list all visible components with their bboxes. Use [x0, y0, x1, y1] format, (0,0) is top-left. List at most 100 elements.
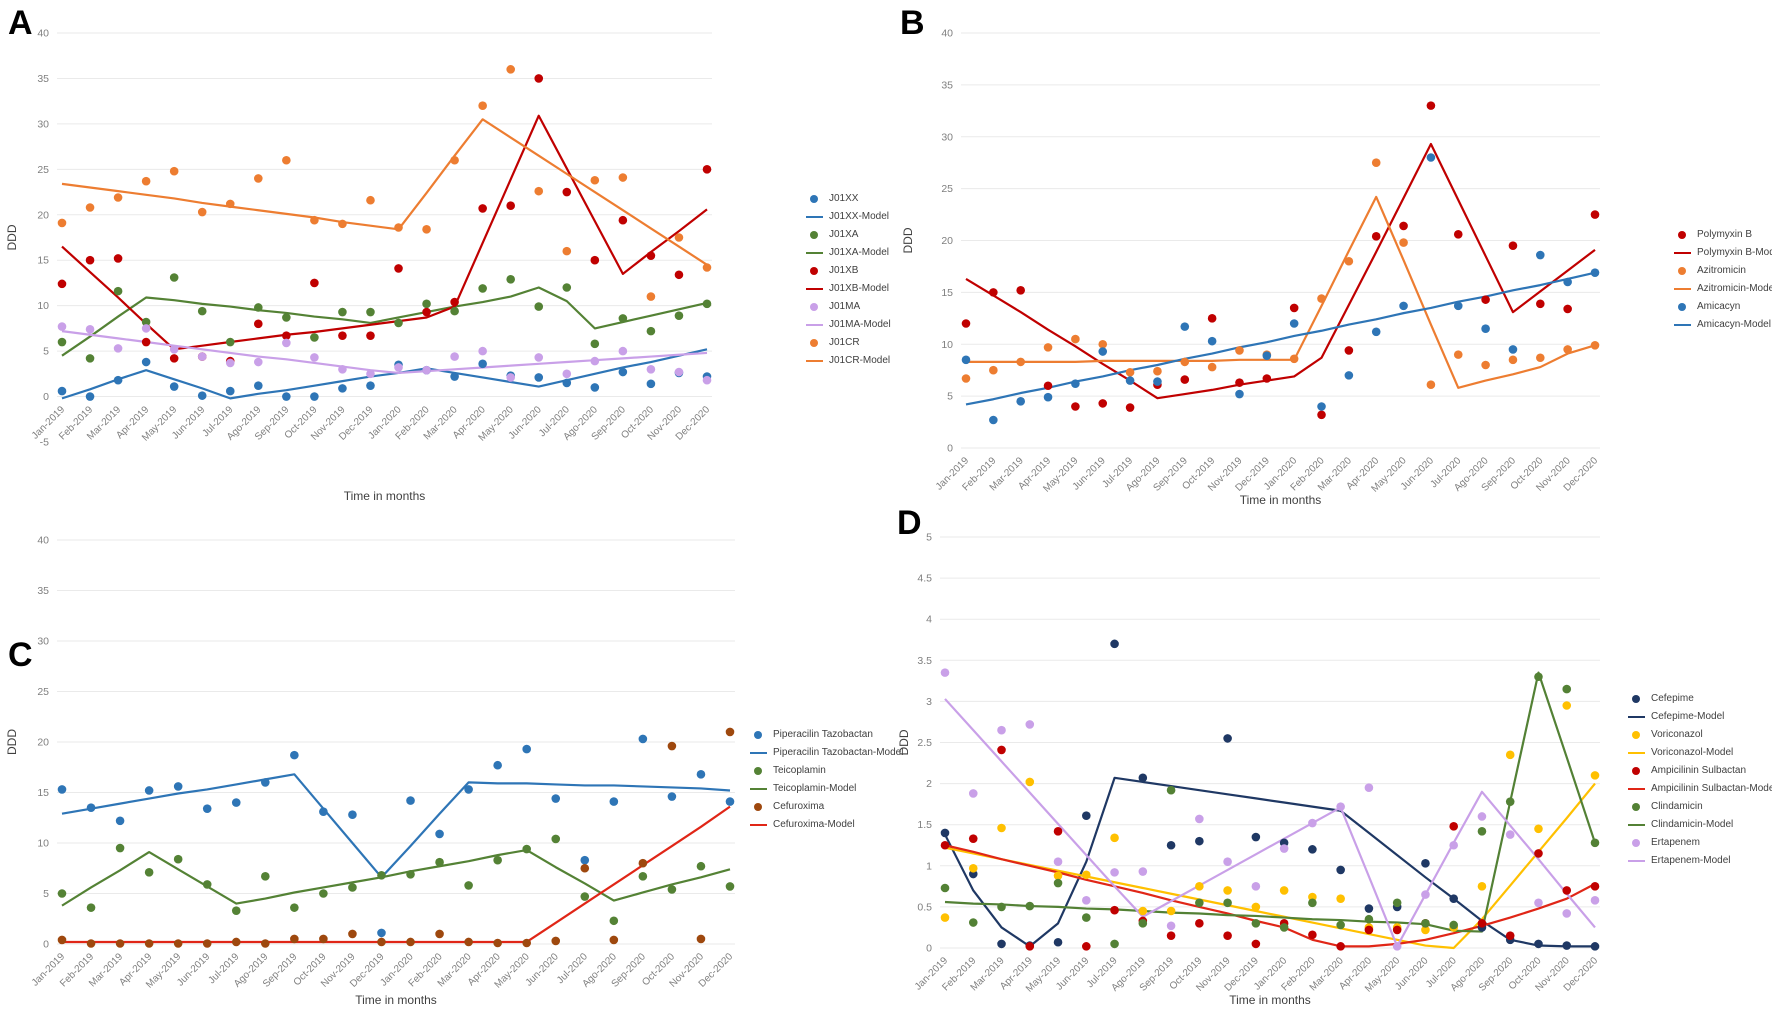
data-point	[1138, 867, 1148, 876]
data-point	[534, 186, 544, 196]
data-point	[197, 207, 207, 217]
data-point	[997, 902, 1006, 912]
data-point	[968, 918, 978, 927]
data-point	[366, 307, 375, 317]
data-point	[406, 870, 415, 879]
y-tick-label: 30	[37, 636, 49, 648]
series-points-J01XB	[57, 74, 712, 366]
data-point	[562, 378, 572, 388]
data-point	[1453, 350, 1463, 359]
data-point	[450, 372, 459, 381]
y-tick-label: -5	[40, 437, 49, 449]
data-point	[338, 331, 347, 340]
data-point	[1364, 783, 1374, 793]
data-point	[1180, 322, 1190, 331]
legend-line-marker-icon	[1628, 788, 1646, 790]
data-point	[1477, 826, 1487, 836]
data-point	[57, 785, 67, 794]
series-line-Piperacilin-Tazobactan-Model	[61, 773, 731, 879]
data-point	[86, 939, 96, 948]
y-tick-label: 20	[37, 737, 49, 749]
data-point	[1195, 814, 1204, 824]
data-point	[319, 889, 328, 898]
data-point	[1289, 303, 1299, 313]
data-point	[1053, 857, 1063, 866]
data-point	[702, 165, 712, 174]
legend-item-J01MA-Model: J01MA-Model	[806, 316, 891, 334]
series-line-J01MA-Model	[61, 330, 708, 375]
legend-item-Cefepime-Model: Cefepime-Model	[1628, 708, 1772, 726]
data-point	[366, 331, 375, 340]
data-point	[1308, 898, 1317, 908]
data-point	[169, 344, 179, 354]
data-point	[1180, 375, 1190, 384]
data-point	[1166, 931, 1176, 940]
data-point	[310, 333, 319, 342]
data-point	[1536, 299, 1545, 309]
data-point	[551, 936, 561, 946]
legend-item-Polymyxin-B: Polymyxin B	[1674, 226, 1772, 244]
data-point	[338, 364, 347, 374]
panel-C-legend: Piperacilin Tazobactan Piperacilin Tazoba…	[750, 726, 903, 834]
data-point	[225, 337, 235, 347]
data-point	[1180, 357, 1190, 367]
data-point	[377, 871, 386, 880]
data-point	[551, 834, 561, 844]
data-point	[394, 264, 403, 273]
data-point	[85, 324, 95, 334]
data-point	[1426, 101, 1436, 110]
data-point	[1207, 362, 1217, 372]
data-point	[377, 937, 386, 947]
data-point	[493, 938, 502, 948]
legend-item-Teicoplamin-Model: Teicoplamin-Model	[750, 780, 903, 798]
data-point	[141, 317, 151, 327]
data-point	[1371, 232, 1381, 241]
data-point	[1053, 937, 1063, 947]
gridlines	[961, 32, 1600, 449]
legend-item-Ampicilinin-Sulbactan: Ampicilinin Sulbactan	[1628, 762, 1772, 780]
y-tick-label: 30	[941, 131, 953, 143]
data-point	[1421, 890, 1430, 899]
data-point	[1110, 639, 1119, 649]
data-point	[1098, 399, 1108, 408]
data-point	[534, 373, 544, 382]
data-point	[1223, 898, 1232, 908]
series-line-Cefuroxima-Model	[62, 805, 731, 944]
series-line-Teicoplamin-Model	[61, 848, 731, 907]
data-point	[1016, 357, 1025, 367]
data-point	[197, 391, 207, 400]
y-tick-label: 30	[37, 118, 49, 130]
data-point	[989, 288, 998, 297]
y-axis-title: DDD	[5, 224, 19, 250]
data-point	[1590, 210, 1600, 219]
series-points-Voriconazol	[940, 701, 1600, 935]
legend-dot-marker-icon	[1628, 695, 1646, 703]
data-point	[197, 306, 207, 316]
legend-item-Clindamicin: Clindamicin	[1628, 798, 1772, 816]
data-point	[618, 215, 628, 225]
y-tick-label: 15	[941, 287, 953, 299]
y-axis-title: DDD	[5, 729, 19, 755]
y-tick-label: 35	[941, 79, 953, 91]
y-tick-label: 3	[926, 696, 932, 708]
legend-item-Teicoplamin: Teicoplamin	[750, 762, 903, 780]
data-point	[1289, 354, 1299, 364]
data-point	[1082, 896, 1091, 905]
data-point	[1364, 925, 1374, 935]
data-point	[1392, 942, 1402, 951]
data-point	[493, 760, 502, 770]
data-point	[290, 903, 299, 912]
data-point	[254, 319, 263, 329]
panel-B-plot: 0 5 10 15 20 25 30 35 40 Jan-2019Feb-2019Mar-2019…	[901, 28, 1600, 508]
data-point	[394, 363, 403, 372]
y-axis-title: DDD	[897, 729, 911, 755]
legend-item-Voriconazol: Voriconazol	[1628, 726, 1772, 744]
data-point	[464, 881, 473, 890]
data-point	[1235, 378, 1244, 387]
legend-label: J01XB-Model	[829, 283, 890, 294]
y-tick-label: 25	[941, 183, 953, 195]
legend-line-marker-icon	[1628, 860, 1646, 862]
data-point	[1590, 942, 1600, 951]
data-point	[1364, 914, 1374, 924]
data-point	[674, 270, 684, 280]
